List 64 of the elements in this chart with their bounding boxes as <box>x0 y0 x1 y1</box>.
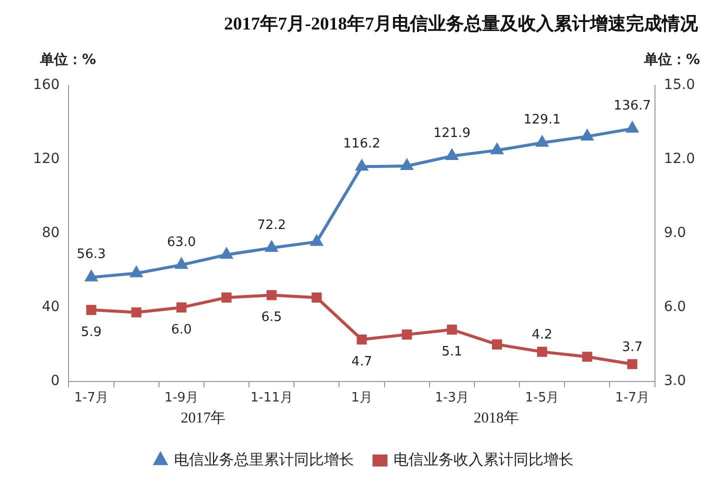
point <box>582 352 592 362</box>
point <box>266 290 277 300</box>
data-label: 116.2 <box>343 136 380 152</box>
point <box>85 270 98 282</box>
y-tick-label: 40 <box>42 299 60 316</box>
point <box>627 359 638 370</box>
point <box>266 241 278 252</box>
x-tick-label: 1-7月 <box>615 390 650 406</box>
point <box>176 258 188 269</box>
y2-tick-label: 6.0 <box>664 299 686 316</box>
data-label: 121.9 <box>433 126 471 141</box>
y2-tick-label: 12.0 <box>664 151 695 168</box>
y-tick-label: 160 <box>32 77 60 94</box>
y2-tick-label: 9.0 <box>664 225 686 242</box>
data-label: 136.7 <box>614 98 651 114</box>
point <box>446 324 457 335</box>
point <box>176 302 186 312</box>
point <box>356 160 368 171</box>
point <box>220 248 232 259</box>
point <box>492 339 502 350</box>
x-tick-label: 1-9月 <box>164 390 199 406</box>
legend-label: 电信业务总里累计同比增长 <box>174 450 354 468</box>
data-label: 129.1 <box>524 112 561 128</box>
x-tick-label: 1-11月 <box>250 390 293 406</box>
point <box>626 122 638 133</box>
x-tick-label: 1月 <box>351 390 372 406</box>
y2-axis-title: 单位：% <box>642 52 700 68</box>
point <box>401 160 413 170</box>
point <box>581 130 594 140</box>
chart-title: 2017年7月-2018年7月电信业务总量及收入累计增速完成情况 <box>224 13 699 34</box>
data-label: 72.2 <box>257 218 286 233</box>
point <box>536 136 548 147</box>
point <box>537 346 548 357</box>
y-tick-label: 120 <box>32 151 60 168</box>
point <box>130 266 142 278</box>
point <box>221 292 232 303</box>
point <box>310 235 323 246</box>
point <box>312 292 322 303</box>
point <box>491 144 503 154</box>
point <box>131 307 142 318</box>
y-axis-title: 单位：% <box>39 52 96 68</box>
point <box>446 150 458 160</box>
x-tick-label: 1-7月 <box>74 390 108 406</box>
x-tick-label: 1-3月 <box>434 390 470 406</box>
data-label: 5.9 <box>80 324 102 340</box>
point <box>86 304 96 315</box>
data-label: 4.7 <box>351 354 372 370</box>
text: 2018年 <box>474 409 519 426</box>
data-label: 3.7 <box>622 340 643 356</box>
x-tick-label: 1-5月 <box>525 390 560 406</box>
text: 2017年 <box>180 409 226 426</box>
legend-label: 电信业务收入累计同比增长 <box>394 450 574 468</box>
data-label: 5.1 <box>442 344 462 360</box>
point <box>402 330 412 340</box>
y2-tick-label: 3.0 <box>664 373 686 390</box>
data-label: 63.0 <box>166 234 196 250</box>
data-label: 4.2 <box>532 328 552 343</box>
y2-tick-label: 15.0 <box>664 77 695 94</box>
data-label: 6.5 <box>261 310 282 325</box>
y-tick-label: 80 <box>42 225 60 242</box>
y-tick-label: 0 <box>50 373 60 390</box>
data-label: 6.0 <box>171 322 192 338</box>
point <box>356 334 367 345</box>
data-label: 56.3 <box>76 247 106 262</box>
